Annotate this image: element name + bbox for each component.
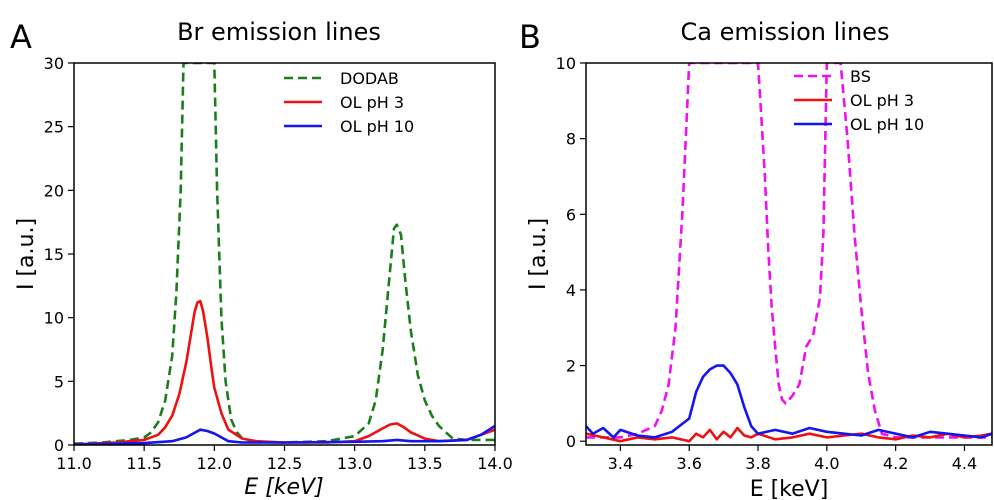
chart-b-x-tick-label: 4.2 bbox=[883, 454, 908, 473]
chart-a-y-tick-label: 25 bbox=[44, 118, 64, 137]
chart-a-x-tick-label: 13.5 bbox=[407, 454, 443, 473]
chart-b-y-tick-label: 6 bbox=[566, 205, 576, 224]
panel-a: A Br emission lines 11.0 11.5 12.0 12.5 13.0… bbox=[10, 18, 513, 500]
chart-a-title: Br emission lines bbox=[177, 18, 381, 46]
chart-b-y-tick-label: 2 bbox=[566, 357, 576, 376]
chart-b-title: Ca emission lines bbox=[681, 18, 890, 46]
chart-b-y-tick-label: 10 bbox=[556, 54, 576, 73]
chart-a-y-tick-label: 0 bbox=[54, 436, 64, 455]
chart-b-legend-label: BS bbox=[850, 67, 871, 86]
chart-b-x-tick-label: 4.4 bbox=[952, 454, 977, 473]
chart-a-x-tick-label: 14.0 bbox=[477, 454, 513, 473]
chart-b-y-tick-label: 0 bbox=[566, 432, 576, 451]
chart-a-x-tick-label: 11.5 bbox=[126, 454, 162, 473]
chart-b-legend-label: OL pH 3 bbox=[850, 91, 914, 110]
chart-a-legend: DODAB OL pH 3 OL pH 10 bbox=[284, 69, 414, 136]
chart-a-legend-label: DODAB bbox=[340, 69, 399, 88]
chart-a-series-line-2 bbox=[74, 299, 495, 445]
chart-b-legend-label: OL pH 10 bbox=[850, 115, 924, 134]
chart-a-series-line-3 bbox=[74, 424, 495, 445]
chart-b-x-tick-label: 4.0 bbox=[814, 454, 839, 473]
chart-b-x-ticks: 3.4 3.6 3.8 4.0 4.2 4.4 bbox=[608, 445, 977, 473]
chart-a-series bbox=[74, 63, 495, 445]
chart-b-xlabel: E [keV] bbox=[750, 477, 829, 500]
chart-a-x-tick-label: 11.0 bbox=[56, 454, 92, 473]
chart-a-frame bbox=[73, 62, 496, 446]
chart-b-ylabel: I [a.u.] bbox=[526, 218, 551, 290]
chart-a-xlabel-text: E [keV] bbox=[244, 475, 323, 500]
chart-a-y-ticks: 0 5 10 15 20 25 30 bbox=[44, 54, 74, 455]
chart-a-xlabel: E [keV] bbox=[244, 475, 323, 500]
chart-a-x-tick-label: 12.0 bbox=[197, 454, 233, 473]
chart-b-series-line-2 bbox=[586, 426, 992, 443]
panel-b-letter: B bbox=[519, 18, 541, 56]
chart-b-y-tick-label: 4 bbox=[566, 281, 576, 300]
chart-b-series bbox=[586, 63, 992, 443]
panel-b: B Ca emission lines 3.4 3.6 3.8 4.0 4.2 4.4 0… bbox=[519, 18, 993, 500]
chart-a-legend-label: OL pH 3 bbox=[340, 93, 404, 112]
chart-a-x-ticks: 11.0 11.5 12.0 12.5 13.0 13.5 14.0 bbox=[56, 445, 513, 473]
chart-a-series-line-1 bbox=[74, 63, 495, 445]
chart-b-x-tick-label: 3.6 bbox=[676, 454, 701, 473]
chart-a-x-tick-label: 13.0 bbox=[337, 454, 373, 473]
chart-b-frame bbox=[585, 62, 993, 446]
chart-a-y-tick-label: 20 bbox=[44, 181, 64, 200]
chart-b-series-line-1 bbox=[586, 63, 992, 439]
chart-a-x-tick-label: 12.5 bbox=[267, 454, 303, 473]
chart-b-x-tick-label: 3.4 bbox=[608, 454, 633, 473]
panel-a-letter: A bbox=[10, 18, 32, 56]
chart-b-series-line-3 bbox=[586, 364, 992, 439]
chart-b-y-tick-label: 8 bbox=[566, 130, 576, 149]
chart-a-y-tick-label: 15 bbox=[44, 245, 64, 264]
chart-b-legend: BS OL pH 3 OL pH 10 bbox=[794, 67, 924, 134]
chart-a-y-tick-label: 10 bbox=[44, 309, 64, 328]
chart-b-y-ticks: 0 2 4 6 8 10 bbox=[556, 54, 586, 451]
chart-a-y-tick-label: 30 bbox=[44, 54, 64, 73]
chart-a-ylabel: I [a.u.] bbox=[14, 218, 39, 290]
chart-b-x-tick-label: 3.8 bbox=[745, 454, 770, 473]
chart-a-y-tick-label: 5 bbox=[54, 372, 64, 391]
chart-a-legend-label: OL pH 10 bbox=[340, 117, 414, 136]
